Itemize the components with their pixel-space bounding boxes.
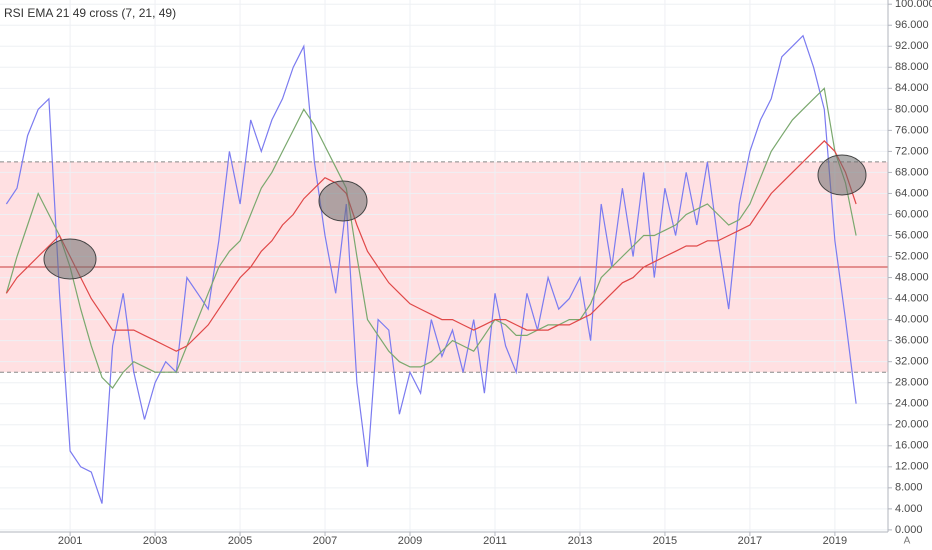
chart-title: RSI EMA 21 49 cross (7, 21, 49) [4, 6, 176, 20]
y-tick-label: 12.000 [895, 461, 929, 473]
series-line [5, 140, 857, 352]
y-tick-label: 84.000 [895, 82, 929, 94]
highlight-circle [817, 154, 867, 196]
y-tick-label: 0.000 [895, 524, 923, 536]
x-tick-label: 2005 [228, 535, 252, 547]
y-tick-label: 60.000 [895, 208, 929, 220]
y-tick-label: 16.000 [895, 440, 929, 452]
y-tick-label: 36.000 [895, 335, 929, 347]
y-tick-label: 20.000 [895, 419, 929, 431]
auto-scale-button[interactable]: A [904, 536, 911, 547]
x-tick-label: 2015 [653, 535, 677, 547]
x-tick-label: 2009 [398, 535, 422, 547]
y-tick-label: 52.000 [895, 250, 929, 262]
highlight-circle [318, 180, 368, 222]
x-tick-label: 2001 [58, 535, 82, 547]
highlight-circle [43, 238, 97, 280]
y-tick-label: 68.000 [895, 166, 929, 178]
annotations [43, 154, 867, 280]
y-tick-label: 24.000 [895, 398, 929, 410]
series-line [5, 87, 857, 389]
y-tick-label: 44.000 [895, 292, 929, 304]
x-tick-label: 2013 [568, 535, 592, 547]
y-tick-label: 64.000 [895, 187, 929, 199]
y-tick-label: 72.000 [895, 145, 929, 157]
y-tick-label: 40.000 [895, 314, 929, 326]
y-tick-label: 92.000 [895, 40, 929, 52]
y-tick-label: 8.000 [895, 482, 923, 494]
plot-area [0, 0, 888, 532]
y-tick-label: 32.000 [895, 356, 929, 368]
x-tick-label: 2019 [823, 535, 847, 547]
y-tick-label: 28.000 [895, 377, 929, 389]
x-tick-label: 2007 [313, 535, 337, 547]
x-tick-label: 2017 [738, 535, 762, 547]
y-tick-label: 96.000 [895, 19, 929, 31]
x-tick-label: 2011 [483, 535, 507, 547]
x-tick-label: 2003 [143, 535, 167, 547]
y-tick-label: 48.000 [895, 271, 929, 283]
y-tick-label: 100.000 [895, 0, 932, 10]
y-tick-label: 56.000 [895, 229, 929, 241]
y-tick-label: 80.000 [895, 103, 929, 115]
y-tick-label: 76.000 [895, 124, 929, 136]
y-tick-label: 88.000 [895, 61, 929, 73]
series-line [5, 34, 857, 504]
y-tick-label: 4.000 [895, 503, 923, 515]
